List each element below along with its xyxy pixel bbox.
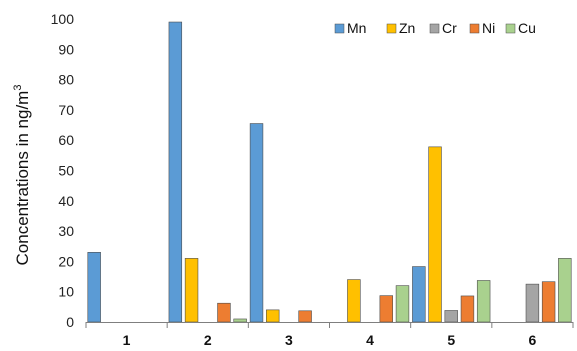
bar-ni-cat-5 bbox=[460, 295, 475, 323]
y-tick-label: 30 bbox=[58, 223, 74, 239]
y-axis-ticks: 0 10 20 30 40 50 60 70 80 90 100 bbox=[51, 11, 75, 330]
bar-mn-cat-3 bbox=[249, 123, 264, 323]
y-tick-label: 90 bbox=[58, 41, 74, 57]
bar-zn-cat-2 bbox=[184, 258, 199, 323]
y-tick-label: 10 bbox=[58, 284, 74, 300]
bar-mn-cat-1 bbox=[87, 252, 101, 323]
x-axis-ticks bbox=[85, 322, 574, 328]
bar-cr-cat-6 bbox=[525, 283, 540, 323]
y-tick-label: 50 bbox=[58, 163, 74, 179]
x-tick-label: 2 bbox=[204, 332, 212, 348]
y-axis-label-superscript: 3 bbox=[12, 85, 24, 91]
bar-cu-cat-5 bbox=[476, 280, 491, 323]
legend-label-zn: Zn bbox=[399, 20, 415, 36]
legend-label-mn: Mn bbox=[347, 20, 366, 36]
y-axis-label: Concentrations in ng/m3 bbox=[12, 85, 32, 266]
bar-cu-cat-6 bbox=[558, 258, 572, 323]
bar-zn-cat-5 bbox=[428, 146, 442, 323]
legend-swatch-cr bbox=[429, 23, 440, 34]
y-tick-label: 80 bbox=[58, 72, 74, 88]
x-tick-label: 4 bbox=[366, 332, 374, 348]
bar-cu-cat-4 bbox=[395, 285, 410, 323]
legend-swatch-zn bbox=[386, 23, 397, 34]
y-tick-label: 100 bbox=[51, 11, 75, 27]
bar-ni-cat-3 bbox=[298, 310, 312, 323]
legend: Mn Zn Cr Ni Cu bbox=[334, 20, 536, 36]
bar-mn-cat-2 bbox=[168, 21, 183, 323]
y-axis-label-group: Concentrations in ng/m3 bbox=[12, 85, 32, 266]
bar-ni-cat-6 bbox=[541, 281, 556, 323]
y-tick-label: 60 bbox=[58, 132, 74, 148]
bars bbox=[87, 21, 572, 323]
legend-label-cu: Cu bbox=[518, 20, 536, 36]
legend-swatch-mn bbox=[334, 23, 345, 34]
x-tick-label: 6 bbox=[529, 332, 537, 348]
x-axis-labels: 1 2 3 4 5 6 bbox=[123, 332, 537, 348]
y-tick-label: 0 bbox=[66, 314, 74, 330]
x-tick-label: 1 bbox=[123, 332, 131, 348]
legend-swatch-cu bbox=[505, 23, 516, 34]
bar-zn-cat-4 bbox=[347, 279, 361, 323]
bar-mn-cat-5 bbox=[412, 266, 426, 323]
y-tick-label: 70 bbox=[58, 102, 74, 118]
bar-ni-cat-4 bbox=[379, 295, 393, 323]
bar-cr-cat-5 bbox=[444, 310, 458, 323]
bar-zn-cat-3 bbox=[266, 309, 280, 323]
x-tick-label: 5 bbox=[447, 332, 455, 348]
bar-ni-cat-2 bbox=[217, 302, 231, 323]
legend-label-ni: Ni bbox=[482, 20, 495, 36]
bar-cu-cat-2 bbox=[233, 318, 247, 323]
y-tick-label: 20 bbox=[58, 253, 74, 269]
x-tick-label: 3 bbox=[285, 332, 293, 348]
legend-swatch-ni bbox=[469, 23, 480, 34]
legend-label-cr: Cr bbox=[442, 20, 457, 36]
y-tick-label: 40 bbox=[58, 193, 74, 209]
